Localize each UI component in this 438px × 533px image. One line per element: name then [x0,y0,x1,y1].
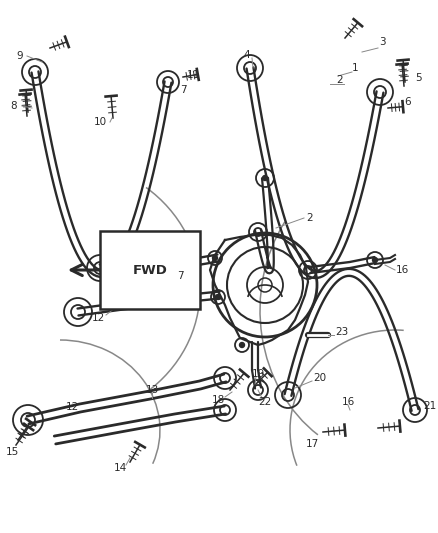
Text: 2: 2 [337,75,343,85]
Text: 7: 7 [177,271,184,281]
Text: 11: 11 [187,70,200,80]
Circle shape [215,295,220,300]
Text: 7: 7 [180,85,186,95]
Text: FWD: FWD [133,263,167,277]
Text: 23: 23 [336,327,349,337]
Text: 9: 9 [17,51,23,61]
Text: 18: 18 [212,395,225,405]
Text: 5: 5 [415,73,421,83]
Text: 12: 12 [65,402,79,412]
Text: 13: 13 [145,385,159,395]
Circle shape [240,343,244,348]
Text: 3: 3 [379,37,385,47]
Text: 6: 6 [405,97,411,107]
Text: 22: 22 [258,397,272,407]
Circle shape [372,257,378,262]
Text: 19: 19 [251,369,265,379]
Circle shape [212,255,218,261]
Text: 8: 8 [11,101,18,111]
Text: 16: 16 [396,265,409,275]
Text: 2: 2 [307,213,313,223]
Text: 20: 20 [314,373,327,383]
Text: 1: 1 [352,63,358,73]
Text: 12: 12 [92,313,105,323]
Text: 15: 15 [5,447,19,457]
Text: 10: 10 [93,117,106,127]
Text: 14: 14 [113,463,127,473]
Text: 4: 4 [244,50,250,60]
Text: 16: 16 [341,397,355,407]
Circle shape [262,175,268,181]
Text: 21: 21 [424,401,437,411]
Text: 17: 17 [305,439,318,449]
